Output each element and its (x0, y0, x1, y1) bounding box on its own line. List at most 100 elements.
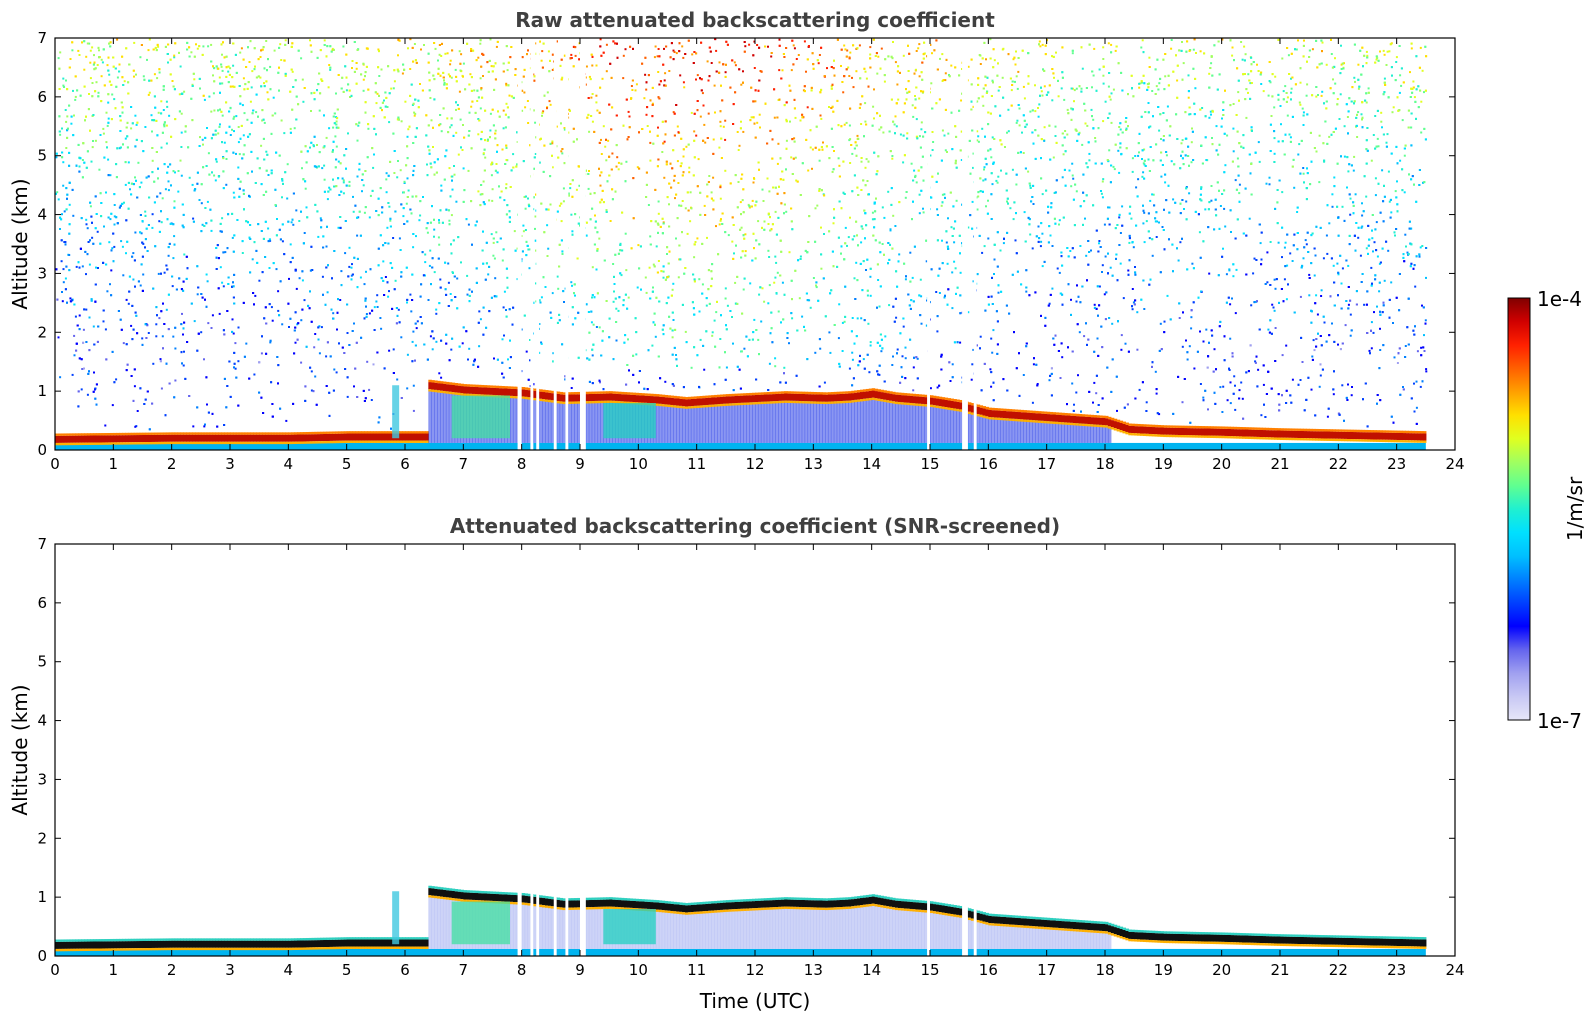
data-gap (517, 38, 522, 450)
cloud-layer (55, 885, 1427, 952)
panel-screened-ylabel: Altitude (km) (8, 684, 32, 815)
x-tick-label: 14 (862, 961, 881, 979)
x-tick-label: 19 (1154, 961, 1173, 979)
x-tick-label: 19 (1154, 455, 1173, 473)
data-gap (553, 544, 557, 956)
x-tick-label: 14 (862, 455, 881, 473)
x-tick-label: 23 (1387, 455, 1406, 473)
x-tick-label: 0 (50, 455, 60, 473)
y-tick-label: 2 (37, 323, 47, 341)
x-tick-label: 22 (1329, 961, 1348, 979)
panel-screened-heatmap (55, 544, 1427, 956)
data-gap (927, 544, 930, 956)
panel-raw-title: Raw attenuated backscattering coefficien… (515, 8, 995, 32)
x-tick-label: 2 (167, 961, 177, 979)
x-tick-label: 10 (629, 455, 648, 473)
x-tick-label: 24 (1445, 961, 1464, 979)
panel-raw-axes: 0 1 2 3 4 5 6 7 8 9 10 11 12 13 14 15 16 17 18 19 20 21 22 23 24… (37, 29, 1464, 473)
x-tick-label: 5 (342, 961, 352, 979)
x-tick-label: 8 (517, 961, 527, 979)
y-tick-label: 5 (37, 147, 47, 165)
data-gap (580, 544, 586, 956)
x-tick-label: 17 (1037, 455, 1056, 473)
data-gap (962, 544, 968, 956)
x-tick-label: 7 (459, 455, 469, 473)
colorbar-gradient (1507, 297, 1531, 721)
y-tick-label: 6 (37, 594, 47, 612)
y-tick-label: 7 (37, 29, 47, 47)
panel-screened: Attenuated backscattering coefficient (S… (8, 514, 1465, 1013)
panel-raw-ylabel: Altitude (km) (8, 178, 32, 309)
plume (603, 909, 656, 945)
x-tick-label: 20 (1212, 455, 1231, 473)
data-gap (565, 544, 569, 956)
x-tick-label: 8 (517, 455, 527, 473)
x-tick-label: 18 (1095, 961, 1114, 979)
x-tick-label: 21 (1270, 455, 1289, 473)
x-tick-label: 20 (1212, 961, 1231, 979)
x-tick-label: 10 (629, 961, 648, 979)
plume (603, 403, 656, 439)
x-tick-label: 16 (979, 455, 998, 473)
data-gap (530, 38, 534, 450)
y-tick-label: 3 (37, 264, 47, 282)
x-tick-label: 22 (1329, 455, 1348, 473)
data-gap (927, 38, 930, 450)
x-tick-label: 6 (400, 961, 410, 979)
x-tick-label: 0 (50, 961, 60, 979)
x-tick-label: 16 (979, 961, 998, 979)
data-gap (553, 38, 557, 450)
y-tick-label: 7 (37, 535, 47, 553)
data-gap (962, 38, 968, 450)
x-tick-label: 7 (459, 961, 469, 979)
surface-layer (55, 948, 1426, 956)
y-tick-label: 5 (37, 653, 47, 671)
data-gap (517, 544, 522, 956)
x-tick-label: 17 (1037, 961, 1056, 979)
x-tick-label: 15 (920, 961, 939, 979)
x-tick-label: 5 (342, 455, 352, 473)
x-tick-label: 24 (1445, 455, 1464, 473)
x-tick-label: 4 (284, 961, 294, 979)
data-gap (565, 38, 569, 450)
data-gap (530, 544, 534, 956)
y-tick-label: 3 (37, 770, 47, 788)
y-tick-label: 6 (37, 88, 47, 106)
plume (451, 395, 510, 439)
x-tick-label: 1 (109, 455, 119, 473)
surface-layer (55, 442, 1426, 450)
noise-field (55, 38, 1428, 431)
x-tick-label: 3 (225, 961, 235, 979)
y-tick-label: 1 (37, 888, 47, 906)
data-gap (536, 38, 540, 450)
x-tick-label: 13 (804, 455, 823, 473)
x-tick-label: 18 (1095, 455, 1114, 473)
plume (392, 385, 400, 439)
x-tick-label: 13 (804, 961, 823, 979)
x-tick-label: 1 (109, 961, 119, 979)
colorbar-min-label: 1e-7 (1537, 709, 1582, 733)
plume (451, 901, 510, 945)
data-gap (973, 38, 977, 450)
y-tick-label: 0 (37, 441, 47, 459)
x-tick-label: 12 (745, 961, 764, 979)
colorbar: 1e-4 1e-7 1/m/sr (1507, 287, 1587, 733)
colorbar-unit-label: 1/m/sr (1563, 476, 1587, 541)
y-tick-label: 4 (37, 712, 47, 730)
x-tick-label: 2 (167, 455, 177, 473)
y-tick-label: 1 (37, 382, 47, 400)
y-tick-label: 0 (37, 947, 47, 965)
panel-screened-frame (54, 543, 1456, 957)
x-tick-label: 23 (1387, 961, 1406, 979)
x-tick-label: 12 (745, 455, 764, 473)
y-tick-label: 2 (37, 829, 47, 847)
x-tick-label: 9 (575, 455, 585, 473)
colorbar-max-label: 1e-4 (1537, 287, 1582, 311)
data-gap (536, 544, 540, 956)
data-gap (973, 544, 977, 956)
x-tick-label: 11 (687, 961, 706, 979)
panel-screened-axes: 0 1 2 3 4 5 6 7 8 9 10 11 12 13 14 15 16 17 18 19 20 21 22 23 24… (37, 535, 1464, 979)
x-tick-label: 9 (575, 961, 585, 979)
y-tick-label: 4 (37, 206, 47, 224)
